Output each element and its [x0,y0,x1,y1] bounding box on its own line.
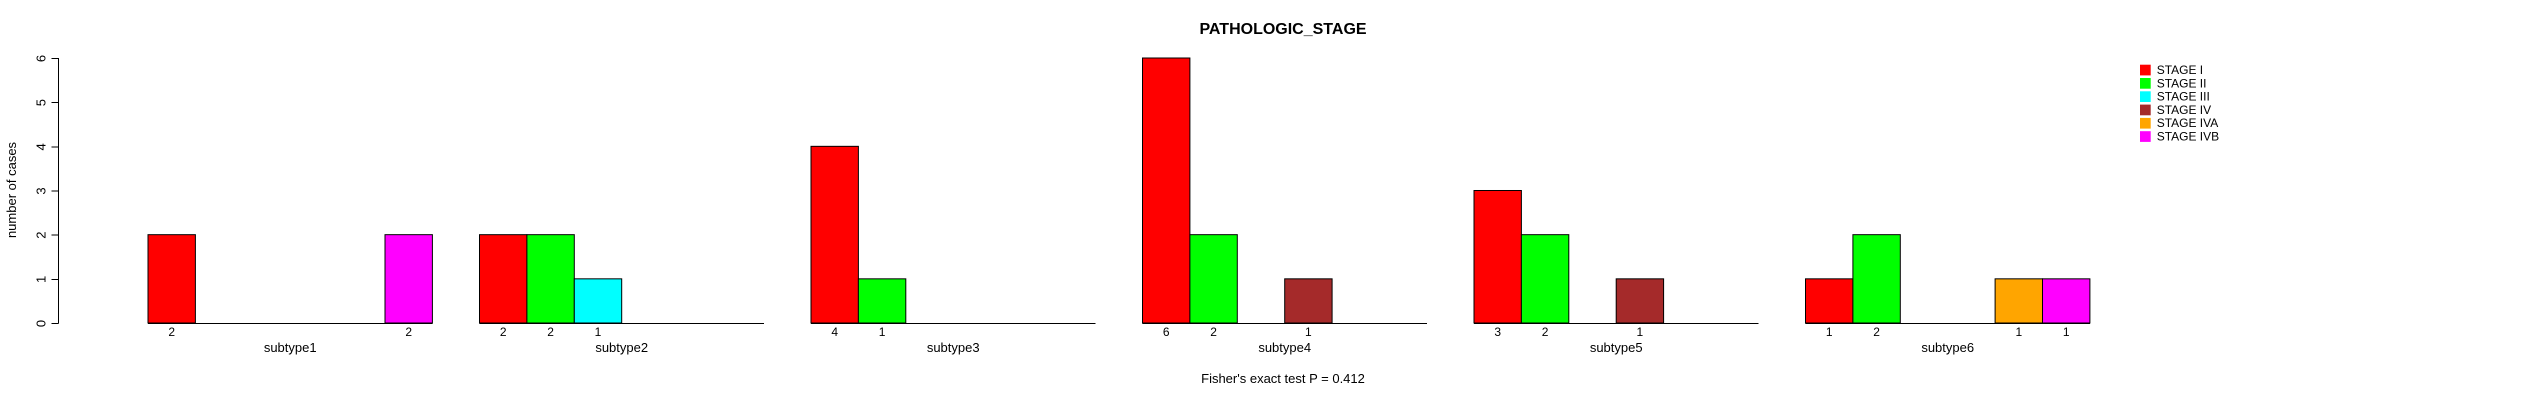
bar-subtype6-stage-iva [1994,278,2043,324]
bar-subtype3-stage-ii [857,278,907,324]
bar-count-label: 1 [1305,325,1312,339]
bar-count-label: 3 [1494,325,1501,339]
bar-subtype6-stage-ivb [2042,278,2091,324]
y-axis: 0 1 2 3 4 5 6 [34,55,59,327]
y-axis-tick-label: 3 [34,187,49,194]
bar-count-label: 2 [500,325,507,339]
bar-subtype4-stage-ii [1189,234,1238,324]
bar-subtype2-stage-i [479,234,528,324]
bar-count-label: 1 [2063,325,2070,339]
bar-subtype1-stage-i [147,234,196,324]
y-axis-tick-label: 6 [34,55,49,62]
bar-count-label: 2 [405,325,412,339]
bar-count-label: 2 [547,325,554,339]
bar-subtype2-stage-iii [573,278,623,324]
legend-swatch-stage-iv [2140,104,2151,116]
bar-count-label: 2 [1210,325,1217,339]
legend-label-stage-iv: STAGE IV [2157,103,2211,117]
bar-subtype4-stage-iv [1284,278,1333,324]
bar-count-label: 2 [1873,325,1880,339]
group-label-subtype3: subtype3 [927,340,980,355]
bar-subtype4-stage-i [1142,57,1191,324]
y-axis-tick-label: 1 [34,276,49,283]
y-axis-tick-label: 4 [34,143,49,150]
y-axis-tick-label: 5 [34,99,49,106]
bar-subtype6-stage-i [1805,278,1854,324]
bar-subtype6-stage-ii [1852,234,1901,324]
bar-subtype5-stage-iv [1615,278,1665,324]
legend-swatch-stage-ivb [2140,131,2151,142]
bar-count-label: 4 [831,325,838,339]
bar-count-label: 1 [1826,325,1833,339]
y-axis-tick-label: 0 [34,320,49,327]
bar-count-label: 6 [1163,325,1170,339]
y-axis-label: number of cases [4,141,19,238]
group-label-subtype4: subtype4 [1258,340,1311,355]
legend-swatch-stage-iii [2140,91,2151,102]
bar-count-label: 1 [879,325,886,339]
bar-subtype3-stage-i [810,145,859,324]
group-label-subtype1: subtype1 [264,340,317,355]
bar-subtype1-stage-ivb [384,234,433,324]
legend-swatch-stage-ii [2140,78,2151,89]
bar-count-label: 2 [168,325,175,339]
group-label-subtype5: subtype5 [1590,340,1643,355]
bar-subtype2-stage-ii [526,234,575,324]
legend-swatch-stage-iva [2140,117,2151,129]
bar-count-label: 1 [2015,325,2022,339]
footer-stat: Fisher's exact test P = 0.412 [1201,371,1365,386]
legend-swatch-stage-i [2140,64,2151,76]
legend-label-stage-iva: STAGE IVA [2157,116,2219,130]
legend-label-stage-ivb: STAGE IVB [2157,130,2219,144]
bar-count-label: 1 [595,325,602,339]
bar-subtype5-stage-i [1473,189,1522,324]
legend-label-stage-iii: STAGE III [2157,90,2210,104]
chart-title: PATHOLOGIC_STAGE [1199,21,1366,38]
bar-subtype5-stage-ii [1520,234,1570,324]
group-label-subtype2: subtype2 [595,340,648,355]
bar-count-label: 2 [1542,325,1549,339]
bar-count-label: 1 [1637,325,1644,339]
legend-label-stage-i: STAGE I [2157,63,2203,77]
legend-label-stage-ii: STAGE II [2157,76,2207,90]
group-label-subtype6: subtype6 [1921,340,1974,355]
y-axis-tick-label: 2 [34,232,49,239]
